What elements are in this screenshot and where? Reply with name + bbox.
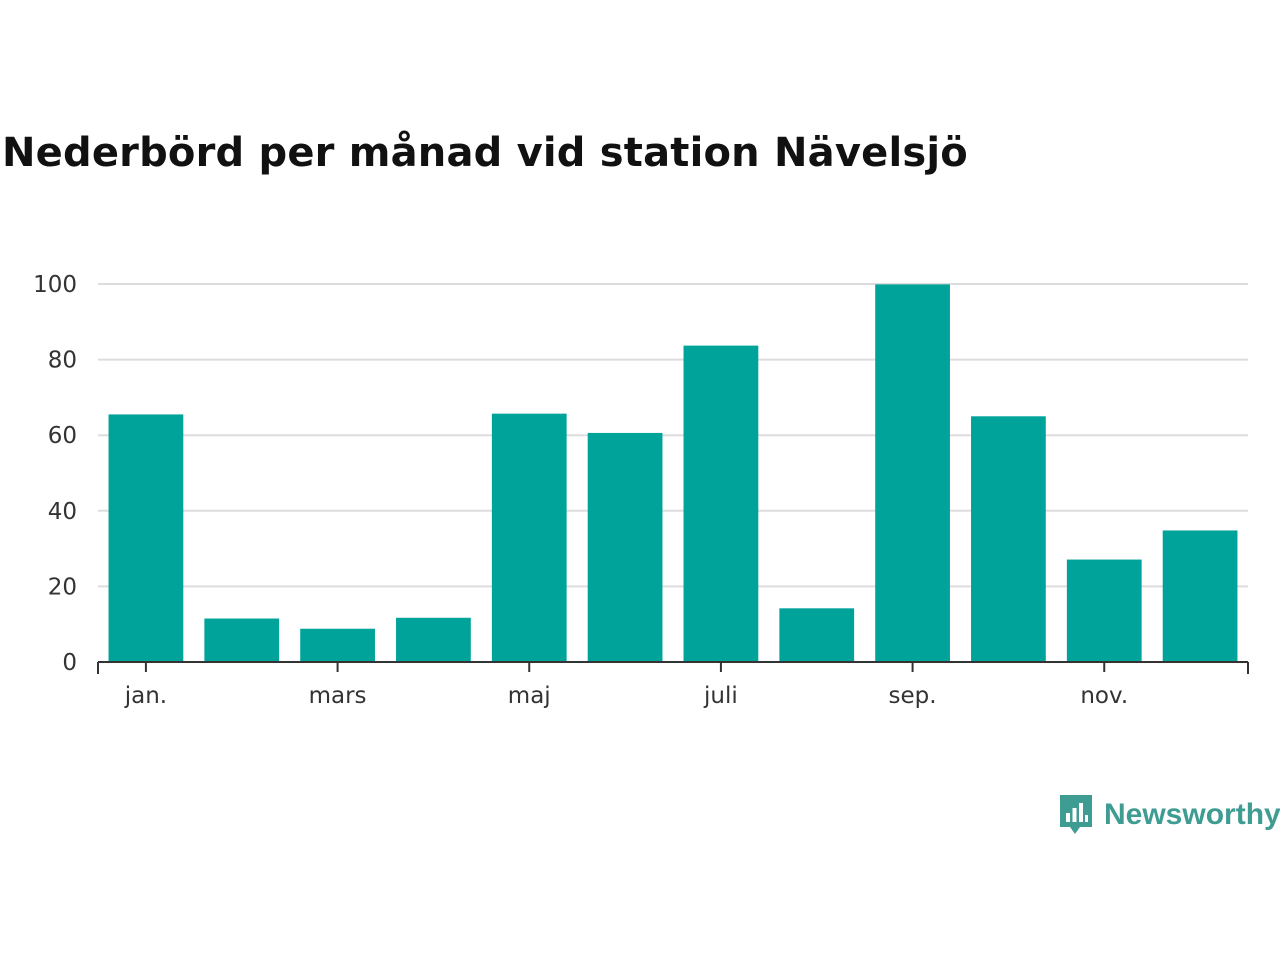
y-tick-label: 20 bbox=[48, 574, 77, 600]
brand-name: Newsworthy bbox=[1104, 798, 1280, 831]
bar-jan bbox=[108, 414, 184, 662]
x-tick-label: nov. bbox=[1080, 683, 1128, 709]
x-tick-label: sep. bbox=[889, 683, 937, 709]
bar-sep bbox=[875, 284, 950, 662]
bars bbox=[108, 284, 1238, 662]
y-tick-label: 40 bbox=[48, 499, 77, 525]
chart-title: Nederbörd per månad vid station Nävelsjö bbox=[2, 130, 968, 176]
bar-nov bbox=[1066, 559, 1142, 662]
y-tick-label: 60 bbox=[48, 423, 77, 449]
x-tick-label: maj bbox=[508, 683, 551, 709]
x-tick-label: juli bbox=[703, 683, 738, 709]
x-tick-label: jan. bbox=[124, 683, 167, 709]
bar-dec bbox=[1162, 530, 1238, 662]
y-tick-label: 80 bbox=[48, 348, 77, 374]
y-tick-label: 100 bbox=[33, 272, 77, 298]
bar-juli bbox=[683, 345, 759, 662]
bar-mars bbox=[300, 628, 375, 662]
bar-apr bbox=[396, 617, 471, 662]
newsworthy-logo: Newsworthy bbox=[1058, 793, 1280, 837]
y-tick-label: 0 bbox=[62, 650, 77, 676]
bar-maj bbox=[491, 413, 567, 662]
y-axis-labels: 0 20 40 60 80 100 bbox=[33, 272, 77, 676]
grid-lines bbox=[98, 283, 1248, 588]
x-axis bbox=[97, 661, 1249, 674]
newsworthy-logo-icon bbox=[1060, 795, 1092, 834]
bar-feb bbox=[204, 618, 280, 662]
bar-aug bbox=[779, 608, 855, 662]
x-axis-labels: jan. mars maj juli sep. nov. bbox=[124, 683, 1128, 709]
x-tick-label: mars bbox=[309, 683, 367, 709]
bar-okt bbox=[971, 416, 1046, 662]
bar-juni bbox=[587, 432, 663, 662]
